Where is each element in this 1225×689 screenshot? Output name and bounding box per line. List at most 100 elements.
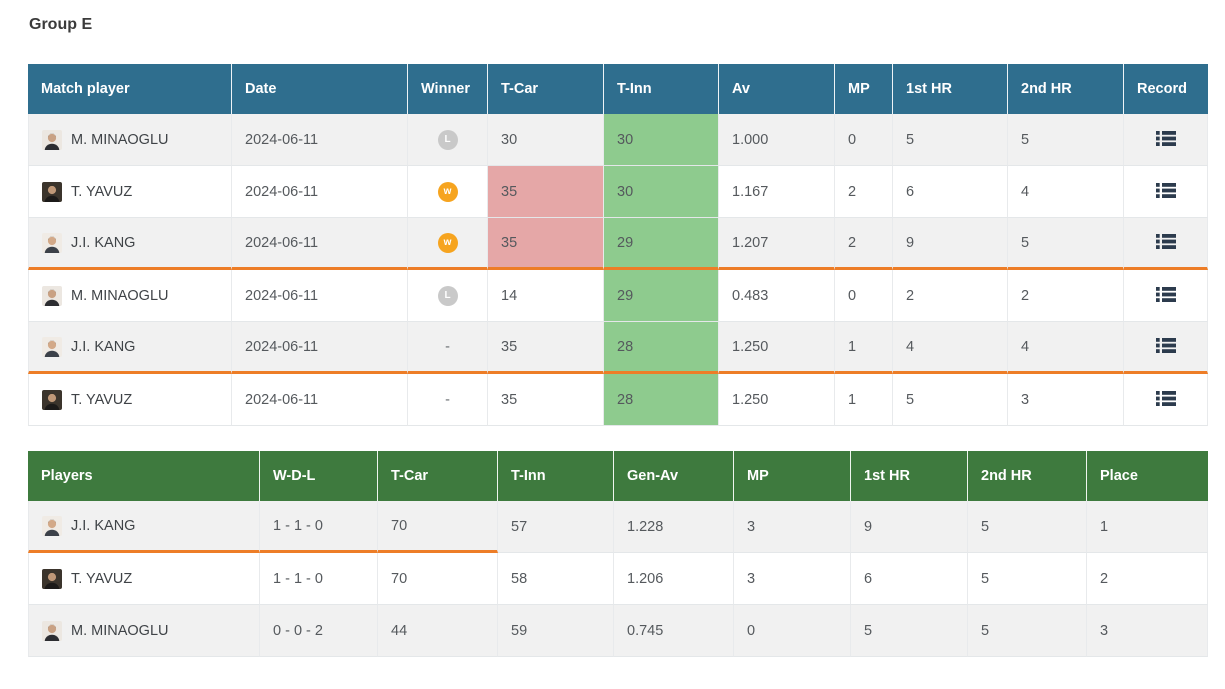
- column-header-record: Record: [1124, 64, 1208, 114]
- cell-winner: W: [408, 218, 488, 270]
- column-header-1st-hr: 1st HR: [893, 64, 1008, 114]
- cell-t-inn: 28: [604, 322, 719, 374]
- standings-row: J.I. KANG 1 - 1 - 0 70 57 1.228 3 9 5 1: [28, 501, 1208, 553]
- player-name: J.I. KANG: [71, 234, 136, 251]
- cell-av: 1.000: [719, 114, 835, 166]
- player-avatar: [42, 285, 62, 306]
- cell-2nd-hr: 5: [1008, 218, 1124, 270]
- record-button[interactable]: [1153, 181, 1179, 200]
- player-avatar: [42, 129, 62, 150]
- list-icon: [1155, 338, 1176, 353]
- cell-2nd-hr: 4: [1008, 166, 1124, 218]
- cell-2nd-hr: 5: [968, 553, 1087, 605]
- cell-1st-hr: 4: [893, 322, 1008, 374]
- match-row: T. YAVUZ 2024-06-11 W 35 30 1.167 2 6 4: [28, 166, 1208, 218]
- cell-1st-hr: 5: [851, 605, 968, 657]
- cell-place: 1: [1087, 501, 1208, 553]
- record-button[interactable]: [1153, 336, 1179, 355]
- column-header-t-inn: T-Inn: [498, 451, 614, 501]
- standings-table-header-row: Players W-D-L T-Car T-Inn Gen-Av MP 1st HR 2nd …: [28, 451, 1208, 501]
- cell-winner: -: [408, 374, 488, 426]
- standings-row: M. MINAOGLU 0 - 0 - 2 44 59 0.745 0 5 5 3: [28, 605, 1208, 657]
- column-header-w-d-l: W-D-L: [260, 451, 378, 501]
- cell-winner: W: [408, 166, 488, 218]
- cell-1st-hr: 9: [851, 501, 968, 553]
- list-icon: [1155, 183, 1176, 198]
- column-header-players: Players: [28, 451, 260, 501]
- record-button[interactable]: [1153, 129, 1179, 148]
- column-header-match-player: Match player: [28, 64, 232, 114]
- cell-player: M. MINAOGLU: [28, 605, 260, 657]
- column-header-mp: MP: [835, 64, 893, 114]
- player-avatar: [42, 232, 62, 253]
- cell-t-inn: 30: [604, 114, 719, 166]
- cell-1st-hr: 5: [893, 374, 1008, 426]
- cell-1st-hr: 5: [893, 114, 1008, 166]
- player-name: M. MINAOGLU: [71, 622, 169, 639]
- column-header-t-car: T-Car: [378, 451, 498, 501]
- cell-mp: 2: [835, 218, 893, 270]
- match-row: J.I. KANG 2024-06-11-35 28 1.250 1 4 4: [28, 322, 1208, 374]
- cell-player: M. MINAOGLU: [28, 114, 232, 166]
- cell-record: [1124, 166, 1208, 218]
- column-header-2nd-hr: 2nd HR: [968, 451, 1087, 501]
- cell-t-inn: 30: [604, 166, 719, 218]
- cell-t-car: 44: [378, 605, 498, 657]
- cell-w-d-l: 0 - 0 - 2: [260, 605, 378, 657]
- cell-player: J.I. KANG: [28, 501, 260, 553]
- cell-1st-hr: 6: [851, 553, 968, 605]
- cell-player: M. MINAOGLU: [28, 270, 232, 322]
- cell-date: 2024-06-11: [232, 374, 408, 426]
- cell-mp: 3: [734, 501, 851, 553]
- column-header-1st-hr: 1st HR: [851, 451, 968, 501]
- record-button[interactable]: [1153, 232, 1179, 251]
- cell-gen-av: 0.745: [614, 605, 734, 657]
- cell-av: 1.250: [719, 322, 835, 374]
- cell-2nd-hr: 2: [1008, 270, 1124, 322]
- column-header-2nd-hr: 2nd HR: [1008, 64, 1124, 114]
- cell-t-car: 14: [488, 270, 604, 322]
- cell-1st-hr: 9: [893, 218, 1008, 270]
- cell-1st-hr: 6: [893, 166, 1008, 218]
- player-name: M. MINAOGLU: [71, 287, 169, 304]
- cell-t-inn: 58: [498, 553, 614, 605]
- cell-record: [1124, 114, 1208, 166]
- player-avatar: [42, 620, 62, 641]
- cell-w-d-l: 1 - 1 - 0: [260, 501, 378, 553]
- winner-badge: W: [437, 232, 458, 253]
- cell-player: T. YAVUZ: [28, 166, 232, 218]
- column-header-av: Av: [719, 64, 835, 114]
- cell-t-car: 70: [378, 501, 498, 553]
- player-name: M. MINAOGLU: [71, 131, 169, 148]
- record-button[interactable]: [1153, 389, 1179, 408]
- cell-2nd-hr: 5: [968, 605, 1087, 657]
- cell-date: 2024-06-11: [232, 270, 408, 322]
- match-row: M. MINAOGLU 2024-06-11 L 14 29 0.483 0 2 2: [28, 270, 1208, 322]
- winner-badge: W: [437, 181, 458, 202]
- cell-mp: 2: [835, 166, 893, 218]
- list-icon: [1155, 287, 1176, 302]
- cell-t-inn: 29: [604, 218, 719, 270]
- cell-2nd-hr: 5: [1008, 114, 1124, 166]
- cell-mp: 0: [835, 270, 893, 322]
- cell-t-car: 35: [488, 218, 604, 270]
- cell-mp: 3: [734, 553, 851, 605]
- player-avatar: [42, 515, 62, 536]
- cell-player: J.I. KANG: [28, 218, 232, 270]
- page-title: Group E: [29, 16, 93, 33]
- cell-mp: 1: [835, 322, 893, 374]
- cell-t-car: 35: [488, 166, 604, 218]
- cell-av: 1.207: [719, 218, 835, 270]
- cell-t-inn: 59: [498, 605, 614, 657]
- loser-badge: L: [437, 285, 458, 306]
- record-button[interactable]: [1153, 285, 1179, 304]
- cell-record: [1124, 218, 1208, 270]
- cell-mp: 0: [835, 114, 893, 166]
- cell-t-car: 30: [488, 114, 604, 166]
- cell-t-inn: 57: [498, 501, 614, 553]
- player-avatar: [42, 389, 62, 410]
- column-header-gen-av: Gen-Av: [614, 451, 734, 501]
- cell-2nd-hr: 4: [1008, 322, 1124, 374]
- column-header-winner: Winner: [408, 64, 488, 114]
- player-name: J.I. KANG: [71, 517, 136, 534]
